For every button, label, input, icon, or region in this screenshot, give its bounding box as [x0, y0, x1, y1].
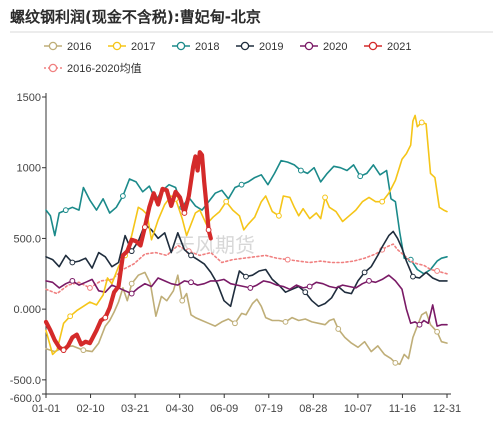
series-point-2021	[141, 224, 148, 231]
series-point-2020	[366, 277, 372, 284]
x-tick-label: 08-28	[299, 403, 327, 415]
series-point-2017	[67, 313, 74, 320]
series-point-2020	[247, 285, 254, 291]
series-point-2016	[80, 347, 87, 354]
series-point-2021	[60, 347, 67, 354]
legend-item-2017: 2017	[108, 41, 155, 53]
legend-item-2016: 2016	[44, 41, 91, 53]
legend-label: 2021	[387, 41, 411, 53]
legend-item-2016-2020: 2016-2020均值	[44, 62, 142, 75]
series-point-2021	[205, 227, 212, 233]
series-point-2020	[416, 321, 423, 328]
series-2019-group	[45, 223, 448, 308]
x-tick-label: 03-21	[121, 403, 149, 415]
series-point-2018	[120, 193, 126, 199]
legend-swatch-marker	[112, 41, 122, 51]
series-point-2020	[69, 277, 76, 284]
series-point-2019	[69, 259, 76, 266]
legend-swatch-marker	[304, 41, 314, 51]
legend-label: 2018	[195, 41, 219, 53]
series-point-2021	[181, 210, 188, 216]
series-point-2016	[392, 359, 399, 366]
x-tick-label: 10-07	[344, 403, 372, 415]
series-point-2016	[232, 320, 238, 327]
series-point-2019	[188, 252, 194, 259]
legend-label: 2020	[323, 41, 347, 53]
series-point-2020	[128, 290, 135, 297]
series-line-2016	[45, 271, 448, 366]
x-tick-label: 06-09	[210, 403, 238, 415]
y-tick-label: -600.0	[10, 393, 41, 405]
series-point-2021	[102, 314, 109, 321]
series-point-2019	[410, 273, 416, 280]
x-tick-label: 01-01	[32, 403, 60, 415]
x-tick-label: 04-30	[166, 403, 194, 415]
series-2021-group	[43, 150, 213, 354]
y-tick-label: 0.000	[13, 304, 41, 316]
chart-title: 螺纹钢利润(现金不含税):曹妃甸-北京	[10, 8, 261, 26]
axes: 1500 1000 500.0 0.000 -500.0 -600.001-01 02-10…	[10, 92, 461, 415]
legend-label: 2017	[131, 41, 155, 53]
y-tick-label: -500.0	[10, 375, 41, 387]
series-line-2018	[45, 159, 448, 275]
x-tick-label: 07-19	[255, 403, 283, 415]
series-point-2016	[434, 328, 441, 335]
legend-swatch-marker	[368, 41, 378, 51]
series-point-2018	[357, 173, 364, 180]
series-point-2017	[379, 198, 386, 205]
series-point-2019	[361, 269, 368, 276]
legend-swatch-marker	[48, 63, 58, 73]
x-tick-label: 02-10	[76, 403, 104, 415]
series-line-2021	[43, 150, 213, 353]
plot-area	[43, 114, 448, 366]
series-point-2016-2020	[284, 256, 291, 263]
series-point-2020	[306, 283, 313, 290]
series-point-2016	[335, 326, 342, 332]
series-line-2019	[45, 223, 448, 308]
series-point-2017	[223, 198, 230, 205]
legend-item-2019: 2019	[236, 41, 283, 53]
series-2016-group	[45, 271, 448, 366]
series-point-2019	[243, 273, 249, 280]
legend-item-2021: 2021	[364, 41, 411, 53]
legend-swatch-marker	[240, 41, 250, 51]
series-point-2016	[179, 297, 186, 304]
series-point-2017	[418, 119, 425, 126]
series-point-2018	[297, 167, 304, 174]
y-tick-label: 1000	[17, 163, 41, 175]
legend-label: 2016-2020均值	[67, 62, 142, 75]
legend-label: 2016	[67, 41, 91, 53]
series-point-2018	[62, 207, 69, 214]
series-point-2019	[302, 289, 309, 296]
legend-swatch-marker	[48, 41, 58, 51]
legend-label: 2019	[259, 41, 283, 53]
legend-item-2020: 2020	[300, 41, 347, 53]
series-point-2017	[322, 194, 328, 201]
series-point-2018	[238, 181, 245, 188]
series-point-2016	[128, 280, 135, 287]
y-tick-label: 1500	[17, 92, 41, 104]
x-tick-label: 12-31	[433, 403, 461, 415]
legend: 2016 2017 2018 2019 2020 2021 2016-2020均值	[44, 41, 411, 75]
series-point-2016-2020	[434, 268, 441, 274]
x-tick-label: 11-16	[389, 403, 416, 415]
series-point-2016-2020	[87, 285, 93, 291]
series-point-2020	[188, 279, 194, 286]
y-tick-label: 500.0	[13, 233, 41, 245]
series-point-2016	[282, 318, 289, 325]
series-point-2017	[276, 212, 282, 219]
legend-swatch-marker	[176, 41, 186, 51]
legend-item-2018: 2018	[172, 41, 219, 53]
